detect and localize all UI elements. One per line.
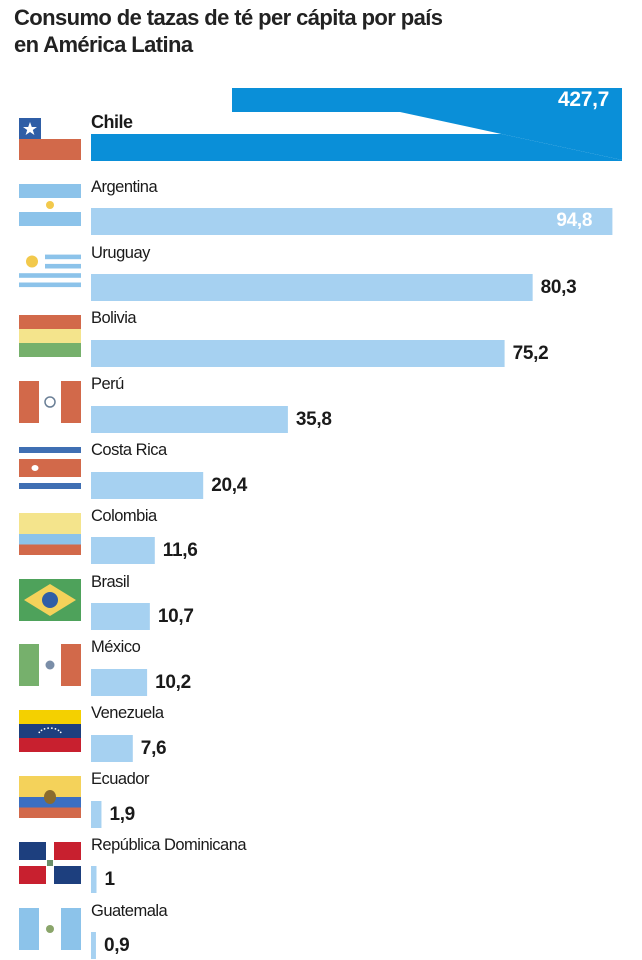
value-label-bolivia: 75,2 [512,342,549,364]
peru-flag [19,381,81,424]
country-label-argentina: Argentina [91,177,158,196]
country-label-ecuador: Ecuador [91,770,149,788]
value-label-brasil: 10,7 [157,606,194,628]
bar-guatemala [91,932,96,960]
bar-uruguay [91,274,533,302]
value-label-ecuador: 1,9 [109,803,135,825]
country-label-costa-rica: Costa Rica [91,441,167,459]
chart-title-line-1: Consumo de tazas de té per cápita por pa… [14,5,443,30]
country-label-uruguay: Uruguay [91,243,150,262]
bar-mexico [91,668,148,696]
bar-ecuador [91,800,102,828]
bar-bolivia [91,339,505,367]
value-label-venezuela: 7,6 [140,737,167,759]
country-label-chile: Chile [91,112,133,132]
country-label-peru: Perú [91,375,124,394]
country-label-colombia: Colombia [91,506,157,525]
value-label-colombia: 11,6 [162,540,198,562]
value-label-argentina: 94,8 [556,210,593,232]
value-label-costa-rica: 20,4 [211,474,247,496]
uruguay-flag [19,249,81,292]
bar-colombia [91,537,155,565]
value-label-peru: 35,8 [295,408,332,430]
country-label-republica-dominicana: República Dominicana [91,835,247,854]
dominican-republic-flag [19,841,81,884]
value-label-mexico: 10,2 [155,671,191,693]
argentina-flag [19,183,81,226]
country-label-mexico: México [91,638,141,657]
chart-title: Consumo de tazas de té per cápita por pa… [14,4,614,58]
country-label-guatemala: Guatemala [91,901,168,920]
ecuador-flag [19,776,81,818]
axis-break-chile [232,88,622,160]
bolivia-flag [19,315,81,358]
bar-venezuela [91,734,133,762]
country-label-brasil: Brasil [91,572,130,591]
country-label-bolivia: Bolivia [91,309,137,328]
value-label-chile: 427,7 [558,88,610,111]
value-label-republica-dominicana: 1 [104,869,116,891]
mexico-flag [19,644,81,687]
chile-flag [19,118,81,160]
venezuela-flag [19,710,81,753]
colombia-flag [19,512,81,555]
bar-argentina [91,208,613,236]
brazil-flag [19,578,81,621]
bar-brasil [91,603,150,631]
value-label-uruguay: 80,3 [540,277,577,299]
costa-rica-flag [19,447,81,489]
bar-costa-rica [91,471,204,499]
bar-peru [91,405,288,433]
bar-republica-dominicana [91,866,97,894]
chart-title-line-2: en América Latina [14,32,193,57]
guatemala-flag [19,907,81,950]
value-label-guatemala: 0,9 [103,935,130,957]
country-label-venezuela: Venezuela [91,704,164,723]
